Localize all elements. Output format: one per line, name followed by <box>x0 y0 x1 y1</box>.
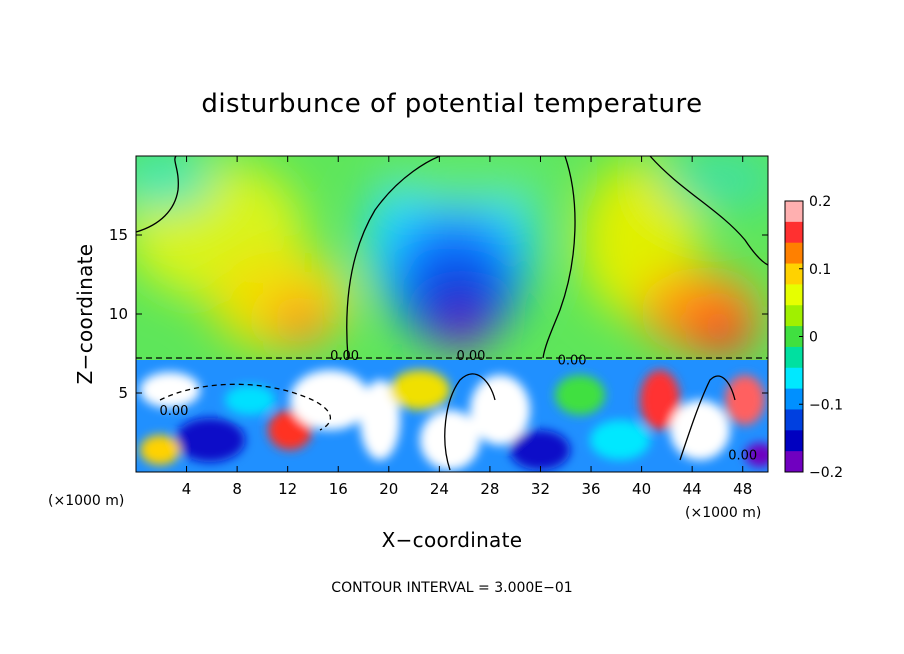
x-tick-label: 8 <box>232 480 242 498</box>
x-tick-label: 12 <box>278 480 297 498</box>
colorbar-swatch <box>785 263 803 285</box>
colorbar-swatch <box>785 201 803 223</box>
colorbar-swatches <box>785 201 803 473</box>
contour-line <box>444 373 496 471</box>
x-unit-label-left: (×1000 m) <box>48 493 124 509</box>
colorbar-swatch <box>785 346 803 369</box>
colorbar-swatch <box>785 305 803 327</box>
colorbar-swatch <box>785 326 803 348</box>
x-tick-label: 48 <box>733 480 752 498</box>
colorbar-swatch <box>785 284 803 306</box>
x-tick-label: 36 <box>581 480 600 498</box>
colorbar-swatch <box>785 409 803 431</box>
contour-label: 0.00 <box>558 354 587 369</box>
chart-title: disturbunce of potential temperature <box>201 89 702 119</box>
colorbar-swatch <box>785 367 803 390</box>
contour-label: 0.00 <box>159 404 188 419</box>
x-tick-label: 4 <box>182 480 192 498</box>
y-tick-label: 5 <box>118 384 128 402</box>
x-tick-label: 20 <box>379 480 398 498</box>
x-unit-label-right: (×1000 m) <box>685 505 761 521</box>
colorbar-tick-label: −0.2 <box>809 465 843 481</box>
contour-line <box>649 156 768 266</box>
upper-field <box>136 156 768 355</box>
y-axis: 5 10 15 <box>109 226 768 402</box>
contour-line <box>136 156 179 233</box>
contour-lines <box>136 156 768 471</box>
colorbar-swatch <box>785 221 803 244</box>
contour-interval-label: CONTOUR INTERVAL = 3.000E−01 <box>331 580 572 596</box>
contour-line <box>346 156 441 359</box>
plot-area: 0.00 0.00 0.00 0.00 0.00 <box>136 156 768 472</box>
colorbar-ticks: 0.2 0.1 0 −0.1 −0.2 <box>799 194 843 481</box>
colorbar-tick-label: 0 <box>809 330 818 346</box>
x-tick-label: 28 <box>480 480 499 498</box>
colorbar-swatch <box>785 430 803 452</box>
x-axis: 4 8 12 16 20 24 28 32 36 40 44 48 <box>182 156 752 498</box>
colorbar-swatch <box>785 242 803 265</box>
colorbar-tick-label: −0.1 <box>809 397 843 413</box>
contour-line <box>159 383 332 431</box>
lower-field <box>136 360 768 472</box>
x-tick-label: 16 <box>329 480 348 498</box>
contour-label: 0.00 <box>456 349 485 364</box>
colorbar-swatch <box>785 451 803 473</box>
contour-label: 0.00 <box>728 448 757 463</box>
x-tick-label: 40 <box>632 480 651 498</box>
contour-line <box>542 156 576 359</box>
x-tick-label: 44 <box>683 480 702 498</box>
x-tick-label: 24 <box>430 480 449 498</box>
y-tick-label: 10 <box>109 305 128 323</box>
contour-labels: 0.00 0.00 0.00 0.00 0.00 <box>159 349 757 464</box>
y-axis-title: Z−coordinate <box>73 244 97 385</box>
contour-line <box>679 375 736 461</box>
x-axis-title: X−coordinate <box>382 528 523 552</box>
y-tick-label: 15 <box>109 226 128 244</box>
colorbar-tick-label: 0.1 <box>809 262 831 278</box>
x-tick-label: 32 <box>531 480 550 498</box>
colorbar-swatch <box>785 388 803 410</box>
colorbar: 0.2 0.1 0 −0.1 −0.2 <box>784 194 843 481</box>
contour-label: 0.00 <box>330 349 359 364</box>
colorbar-tick-label: 0.2 <box>809 194 831 210</box>
